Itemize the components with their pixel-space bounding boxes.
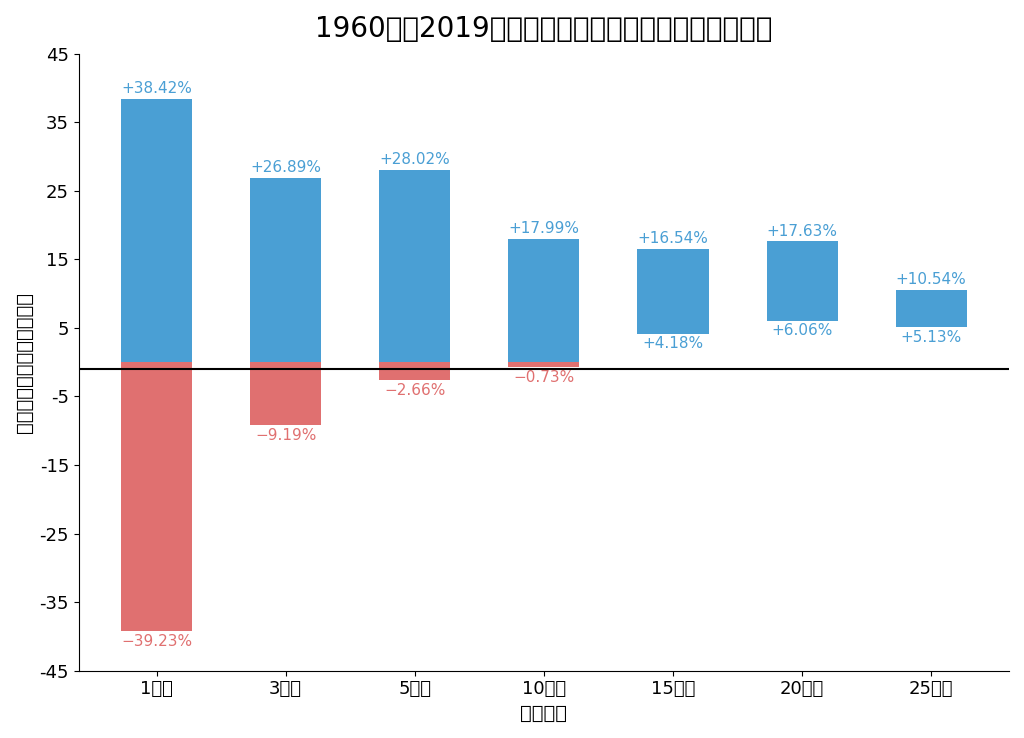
Bar xyxy=(250,362,322,425)
Text: −39.23%: −39.23% xyxy=(121,634,193,649)
Bar xyxy=(896,290,967,327)
Text: +4.18%: +4.18% xyxy=(642,337,703,351)
Bar xyxy=(767,241,838,320)
Text: +5.13%: +5.13% xyxy=(900,330,962,345)
Text: +10.54%: +10.54% xyxy=(896,272,967,287)
Bar xyxy=(638,249,709,334)
X-axis label: 投資期間: 投資期間 xyxy=(520,704,567,723)
Y-axis label: 年率平均リターンの振れ幅: 年率平均リターンの振れ幅 xyxy=(15,292,34,432)
Text: −9.19%: −9.19% xyxy=(255,428,316,443)
Text: −0.73%: −0.73% xyxy=(513,370,574,385)
Bar xyxy=(508,239,580,362)
Text: −2.66%: −2.66% xyxy=(384,383,445,399)
Bar xyxy=(508,362,580,368)
Bar xyxy=(379,362,451,380)
Text: +28.02%: +28.02% xyxy=(380,152,451,168)
Text: +17.99%: +17.99% xyxy=(508,221,580,236)
Bar xyxy=(379,170,451,362)
Text: +16.54%: +16.54% xyxy=(638,231,709,246)
Text: +17.63%: +17.63% xyxy=(767,224,838,238)
Text: +38.42%: +38.42% xyxy=(121,81,193,96)
Title: 1960年～2019年における年率平均リターンの振れ幅: 1960年～2019年における年率平均リターンの振れ幅 xyxy=(315,15,772,43)
Text: +26.89%: +26.89% xyxy=(250,160,322,175)
Bar xyxy=(121,362,193,631)
Bar xyxy=(121,99,193,362)
Bar xyxy=(250,178,322,362)
Text: +6.06%: +6.06% xyxy=(771,323,833,339)
